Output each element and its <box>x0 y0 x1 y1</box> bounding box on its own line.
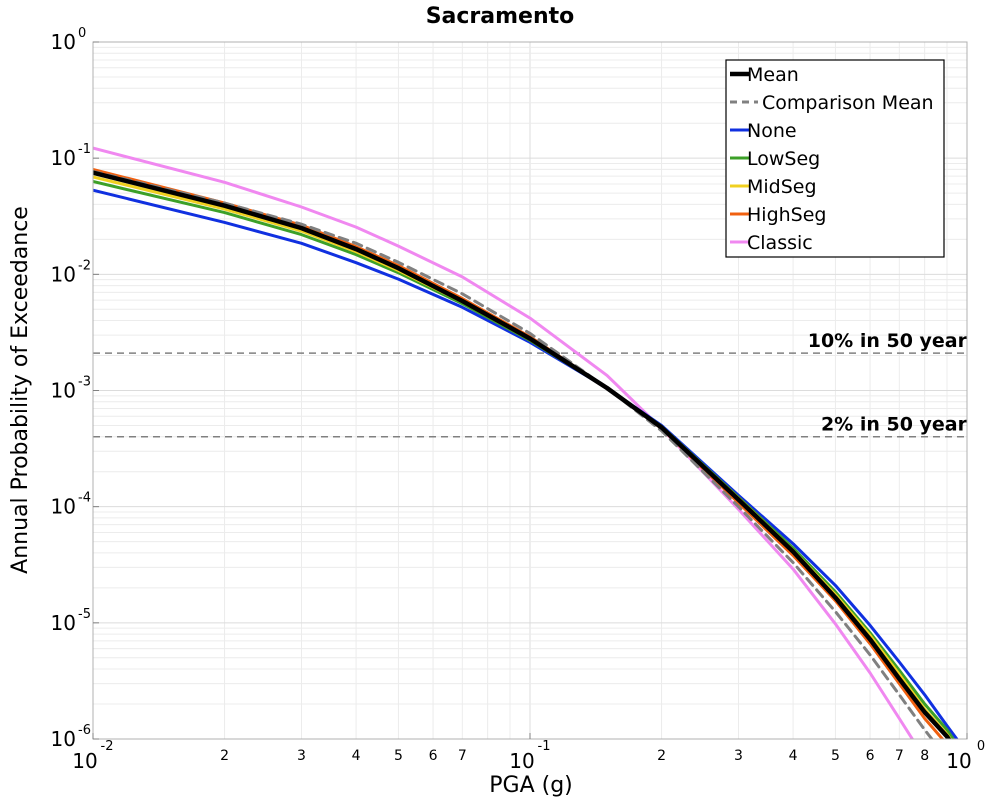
x-minor-tick-label: 2 <box>657 748 666 764</box>
y-major-tick-exponent: -4 <box>78 491 91 506</box>
reference-line-label: 2% in 50 year <box>821 414 968 436</box>
x-major-tick-label: 10 <box>72 749 97 773</box>
x-major-tick-label: 10 <box>509 749 534 773</box>
series-lines <box>93 146 959 739</box>
x-minor-tick-label: 8 <box>920 748 929 764</box>
x-minor-tick-label: 3 <box>297 748 306 764</box>
y-axis-label: Annual Probability of Exceedance <box>8 206 33 574</box>
x-minor-tick-label: 4 <box>352 748 361 764</box>
y-major-tick-exponent: -5 <box>78 607 91 622</box>
y-major-tick-exponent: -6 <box>78 723 91 738</box>
legend-label: Mean <box>747 64 799 86</box>
reference-lines: 10% in 50 year 2% in 50 year <box>93 330 968 438</box>
legend-label: None <box>747 120 797 142</box>
x-major-tick-exponent: -2 <box>101 739 114 754</box>
y-major-tick-label: 10 <box>51 30 76 54</box>
y-major-tick-exponent: -3 <box>78 375 91 390</box>
series-line-mean <box>93 170 952 739</box>
y-major-tick-exponent: -2 <box>78 258 91 273</box>
x-major-tick-exponent: -1 <box>538 739 551 754</box>
legend-label: LowSeg <box>747 148 820 170</box>
series-line-comparison-mean <box>93 169 934 739</box>
y-major-tick-label: 10 <box>51 379 76 403</box>
legend-label: HighSeg <box>747 204 826 226</box>
x-minor-tick-label: 7 <box>895 748 904 764</box>
x-minor-tick-label: 6 <box>866 748 875 764</box>
y-major-tick-label: 10 <box>51 262 76 286</box>
y-major-tick-label: 10 <box>51 727 76 751</box>
x-minor-tick-label: 3 <box>734 748 743 764</box>
x-minor-tick-label: 7 <box>458 748 467 764</box>
legend-label: Classic <box>747 232 813 254</box>
x-minor-tick-label: 4 <box>789 748 798 764</box>
y-major-tick-exponent: 0 <box>78 26 86 41</box>
y-major-tick-exponent: -1 <box>78 142 91 157</box>
chart-title: Sacramento <box>426 4 575 29</box>
x-minor-tick-label: 2 <box>220 748 229 764</box>
y-major-tick-label: 10 <box>51 495 76 519</box>
legend-label: Comparison Mean <box>762 92 934 114</box>
x-minor-tick-label: 6 <box>429 748 438 764</box>
x-major-tick-exponent: 0 <box>977 739 985 754</box>
legend: Mean Comparison Mean None LowSeg MidSeg HighS… <box>725 59 945 258</box>
x-major-tick-label: 10 <box>946 749 971 773</box>
x-minor-tick-label: 5 <box>831 748 840 764</box>
x-minor-tick-label: 5 <box>394 748 403 764</box>
y-major-tick-label: 10 <box>51 146 76 170</box>
y-major-tick-label: 10 <box>51 611 76 635</box>
legend-box <box>725 59 945 258</box>
reference-line-label: 10% in 50 year <box>808 330 968 352</box>
grid <box>92 42 967 740</box>
x-axis-label: PGA (g) <box>489 773 573 798</box>
legend-label: MidSeg <box>747 176 817 198</box>
